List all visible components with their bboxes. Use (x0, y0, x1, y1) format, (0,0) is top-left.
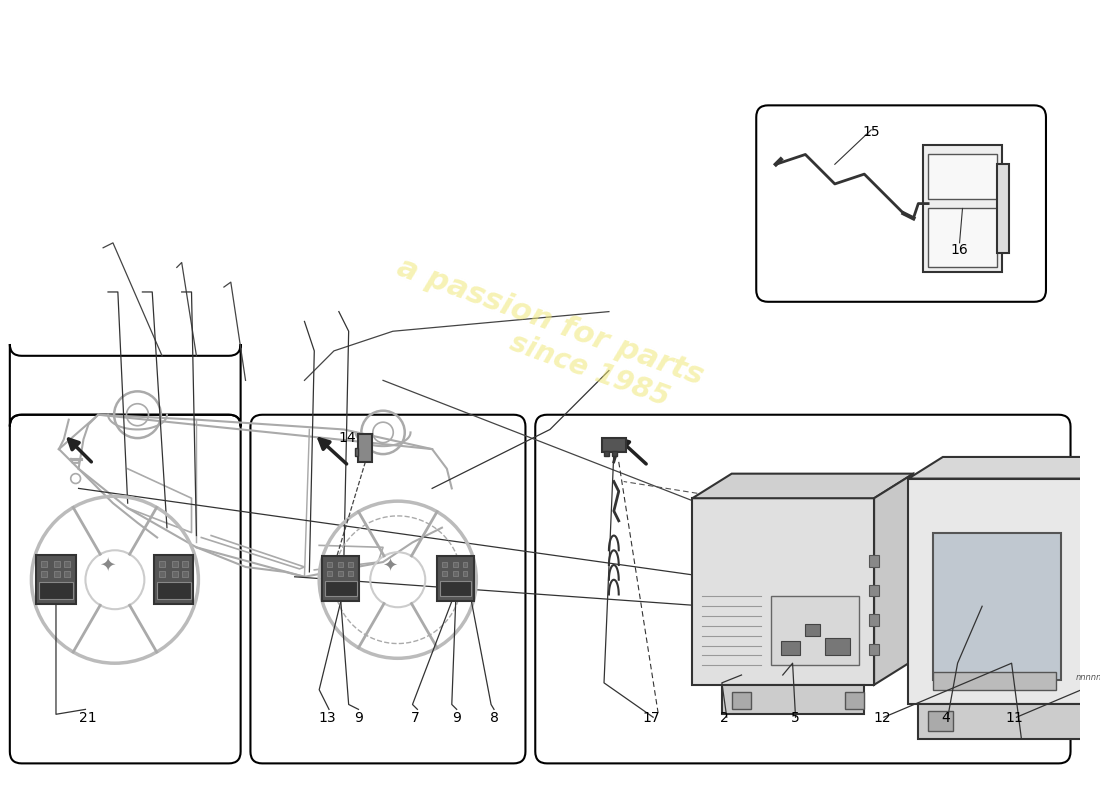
Bar (40, 582, 73, 599)
Text: nnnnn: nnnnn (1076, 673, 1100, 682)
Bar (933, 533, 1060, 680)
Text: 7: 7 (411, 711, 420, 725)
Bar (869, 614, 879, 626)
Bar (869, 555, 879, 567)
Bar (36, 555, 76, 604)
Bar (348, 571, 353, 576)
Bar (453, 571, 458, 576)
Bar (869, 643, 879, 655)
Bar (463, 562, 467, 567)
Bar (845, 692, 865, 710)
Bar (41, 571, 47, 577)
Text: ✦: ✦ (383, 558, 397, 576)
Text: 15: 15 (862, 125, 880, 139)
Bar (182, 561, 188, 567)
Text: 8: 8 (490, 711, 498, 725)
Circle shape (1088, 634, 1100, 658)
Bar (933, 672, 1056, 690)
Text: 12: 12 (873, 711, 891, 725)
Bar (338, 571, 343, 576)
Bar (338, 562, 343, 567)
Text: 2: 2 (720, 711, 729, 725)
Bar (997, 164, 1009, 253)
Bar (354, 448, 359, 456)
Bar (54, 561, 59, 567)
Polygon shape (874, 474, 913, 685)
Polygon shape (692, 474, 913, 498)
Bar (154, 555, 194, 604)
Text: 11: 11 (1005, 711, 1023, 725)
Circle shape (1092, 539, 1100, 555)
Bar (442, 571, 447, 576)
Bar (923, 145, 1002, 272)
Bar (463, 571, 467, 576)
Text: 14: 14 (339, 431, 356, 446)
Bar (326, 581, 356, 597)
Text: 9: 9 (452, 711, 461, 725)
Bar (172, 571, 178, 577)
Bar (869, 585, 879, 597)
Bar (172, 561, 178, 567)
Bar (440, 581, 472, 597)
Bar (160, 571, 165, 577)
Bar (359, 434, 372, 462)
Bar (437, 556, 474, 602)
Bar (453, 562, 458, 567)
Text: 16: 16 (950, 243, 968, 257)
Bar (41, 561, 47, 567)
Text: 9: 9 (354, 711, 363, 725)
Bar (327, 571, 332, 576)
Bar (602, 438, 626, 452)
Text: ✦: ✦ (99, 555, 116, 574)
Bar (928, 711, 953, 731)
Bar (322, 556, 360, 602)
Bar (928, 209, 997, 267)
Bar (771, 597, 859, 665)
Bar (54, 571, 59, 577)
Bar (722, 685, 865, 714)
Text: 13: 13 (318, 711, 336, 725)
Bar (604, 451, 609, 456)
Bar (612, 451, 617, 456)
Bar (732, 692, 751, 710)
Text: 4: 4 (942, 711, 950, 725)
Bar (157, 582, 190, 599)
Bar (928, 154, 997, 198)
Bar (64, 571, 69, 577)
Bar (327, 562, 332, 567)
Text: 21: 21 (78, 711, 96, 725)
Text: since 1985: since 1985 (506, 329, 673, 412)
Bar (692, 498, 874, 685)
Bar (918, 705, 1100, 739)
Bar (64, 561, 69, 567)
Bar (781, 641, 801, 655)
Bar (182, 571, 188, 577)
Polygon shape (909, 457, 1100, 478)
Text: a passion for parts: a passion for parts (393, 252, 707, 390)
Bar (825, 638, 849, 655)
Bar (348, 562, 353, 567)
Bar (805, 624, 821, 636)
Bar (909, 478, 1100, 705)
Bar (442, 562, 447, 567)
Text: 17: 17 (642, 711, 660, 725)
Bar (160, 561, 165, 567)
Text: 5: 5 (791, 711, 800, 725)
